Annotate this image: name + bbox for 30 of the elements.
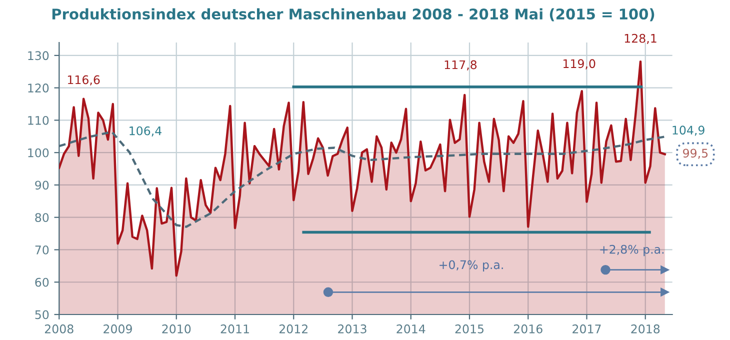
x-tick-label: 2014 (396, 324, 426, 334)
y-tick-label: 110 (28, 116, 49, 125)
annotation: +0,7% p.a. (440, 260, 503, 272)
y-tick-label: 70 (35, 245, 49, 254)
y-tick-label: 90 (35, 180, 49, 190)
annotation: 116,6 (68, 75, 100, 86)
x-tick-label: 2013 (338, 324, 366, 334)
annotation: 119,0 (563, 59, 596, 70)
x-tick-label: 2009 (104, 324, 132, 334)
y-tick-label: 80 (35, 213, 49, 222)
x-tick-label: 2018 (631, 324, 660, 334)
x-tick-label: 2015 (455, 324, 484, 334)
chart-title: Produktionsindex deutscher Maschinenbau 2008 - 2018 Mai (2015 = 100) (52, 8, 654, 22)
x-tick-label: 2010 (162, 324, 191, 334)
y-tick-label: 130 (28, 51, 49, 60)
x-tick-label: 2016 (514, 324, 542, 334)
x-tick-label: 2011 (220, 324, 249, 334)
annotation: 117,8 (444, 60, 477, 70)
y-tick-label: 50 (35, 310, 49, 320)
annotation: 106,4 (130, 126, 162, 136)
x-tick-label: 2012 (279, 324, 308, 334)
annotation: 99,5 (683, 148, 708, 159)
annotation: 128,1 (624, 34, 656, 44)
x-tick-label: 2008 (44, 324, 74, 334)
y-tick-label: 100 (28, 148, 49, 158)
y-tick-label: 60 (35, 278, 49, 287)
y-tick-label: 120 (28, 84, 49, 92)
annotation: 104,9 (672, 126, 704, 136)
annotation: +2,8% p.a. (600, 244, 664, 256)
x-tick-label: 2017 (572, 324, 601, 334)
